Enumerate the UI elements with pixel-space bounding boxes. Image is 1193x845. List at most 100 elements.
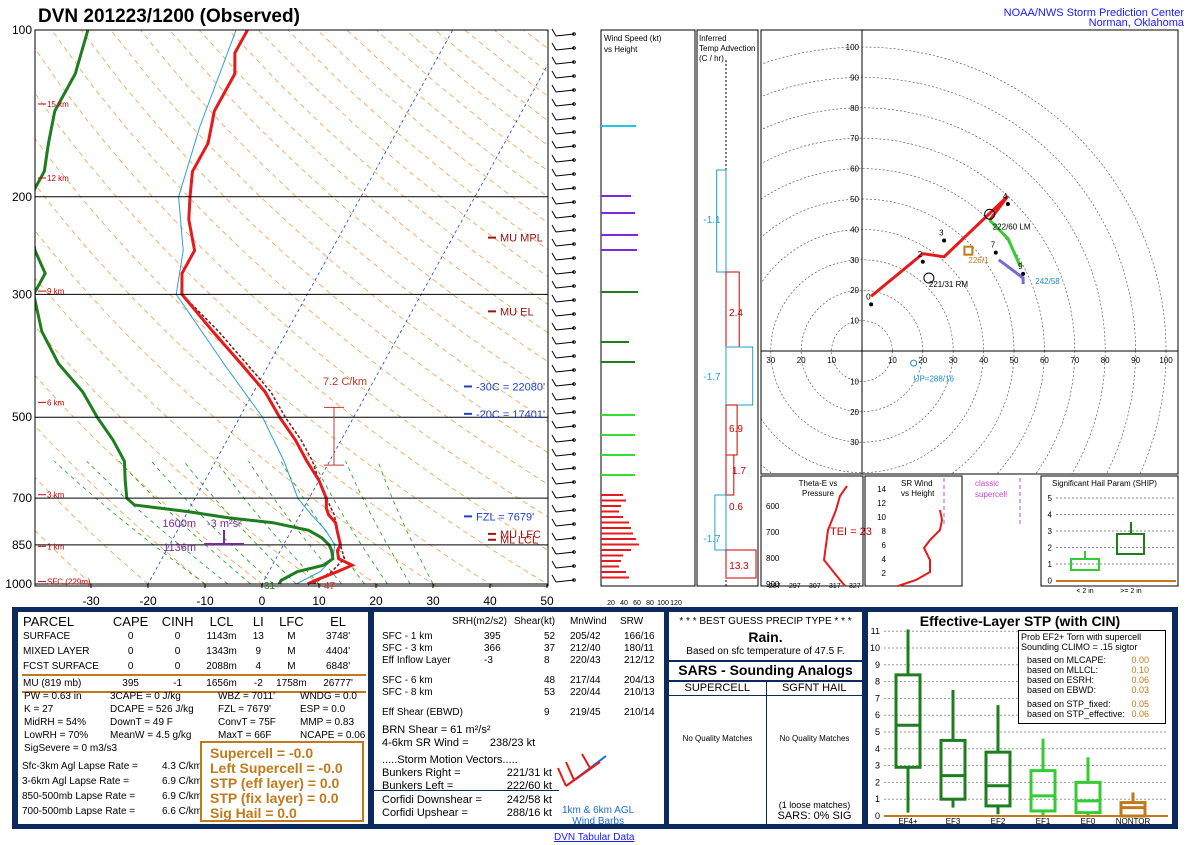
parcel-cell: 26777'	[310, 674, 366, 693]
pressure-label: 850	[12, 538, 32, 552]
wind-barb	[551, 154, 576, 163]
parcel-header: LI	[252, 614, 264, 629]
hodograph-x-label: 30	[949, 356, 958, 365]
stp-y-label: 6	[875, 710, 880, 720]
parcel-cell: -1	[156, 674, 200, 693]
wind-barb-icon	[557, 753, 607, 787]
skewt-annotation: FZL = 7679'	[476, 511, 534, 523]
stp-y-label: 1	[875, 794, 880, 804]
wind-barb	[551, 392, 576, 401]
kinematics-shear: 48	[544, 675, 556, 686]
hodograph-y-label: 30	[850, 438, 859, 447]
dry-adiabat	[198, 30, 548, 334]
parcel-row: MU (819 mb) 395 -1 1656m -2 1758m 26777'	[22, 674, 366, 693]
temp-advection-bar	[725, 549, 757, 579]
dry-adiabat	[35, 325, 323, 586]
theta-e-tei: TEI = 23	[830, 526, 872, 538]
hodograph-y-label: 20	[850, 286, 859, 295]
dry-adiabat	[51, 30, 548, 485]
dry-adiabat	[80, 30, 548, 454]
wind-speed-title: Wind Speed (kt)	[604, 34, 662, 43]
dry-adiabat	[35, 425, 209, 586]
theta-e-y-label: 700	[766, 528, 780, 537]
corfidi-down-value: 242/58 kt	[506, 794, 552, 806]
parcel-header: CINH	[161, 614, 194, 629]
severe-index: STP (eff layer) = 0.0	[210, 775, 340, 791]
hodograph-y-label: 10	[850, 317, 859, 326]
sr-wind-y-label: 2	[882, 569, 887, 578]
kinematics-header: MnWind	[570, 616, 607, 627]
stp-prob-value: 0.06	[1131, 709, 1149, 719]
sr-wind-y-label: 8	[882, 527, 887, 536]
wind-speed-tick: 40	[620, 600, 628, 607]
sars-hail-result: No Quality Matches	[779, 734, 850, 743]
agency-line-1: NOAA/NWS Storm Prediction Center	[1004, 7, 1185, 19]
stp-y-label: 5	[875, 727, 880, 737]
ship-category: >= 2 in	[1120, 588, 1142, 595]
temp-advection-title: (C / hr)	[699, 54, 724, 63]
hodograph-label: 222/60 LM	[993, 222, 1031, 231]
parcel-stat: MaxT = 66F	[218, 730, 272, 741]
wind-barb	[551, 546, 576, 555]
theta-e-x-label: 297	[789, 583, 801, 590]
parcel-stat: DCAPE = 526 J/kg	[110, 704, 194, 715]
dry-adiabat	[35, 277, 380, 586]
wind-barb	[551, 140, 576, 149]
kinematics-shear: 52	[544, 631, 556, 642]
stp-category: EF1	[1036, 817, 1051, 824]
hodograph-height-label: 4	[1003, 192, 1008, 201]
eff-inflow-srh: -3 m²s²	[207, 518, 242, 530]
parcel-cell: MU (819 mb)	[22, 674, 106, 693]
theta-e-frame	[760, 475, 864, 587]
ship-title: Significant Hail Param (SHIP)	[1052, 479, 1157, 488]
pressure-label: 700	[12, 491, 32, 505]
skewt-annotation: -20C = 17401'	[476, 409, 545, 421]
sars-supercell-header: SUPERCELL	[669, 682, 767, 695]
kinematics-mnwind: 220/44	[570, 687, 601, 698]
dry-adiabat	[169, 30, 548, 363]
upshear-marker	[910, 359, 918, 367]
stp-category: EF2	[991, 817, 1006, 824]
wind-barb	[551, 462, 576, 471]
wind-barb	[551, 574, 576, 583]
skewt-profiles	[35, 30, 356, 586]
temp-advection-title: Inferred	[699, 34, 727, 43]
hodograph-height-dot	[993, 250, 998, 255]
sfc-temp-label: 47	[324, 581, 336, 592]
precip-type: Rain.	[748, 629, 783, 645]
ship-y-label: 5	[1048, 494, 1053, 503]
wind-barb	[551, 378, 576, 387]
moist-adiabat	[86, 460, 229, 585]
parcel-header: LCL	[209, 614, 234, 629]
wind-barb	[551, 98, 576, 107]
temp-advection-title: Temp Advection	[699, 44, 755, 53]
parcel-cell: M	[287, 646, 296, 657]
sr-wind-value: 238/23 kt	[489, 737, 536, 749]
kinematics-mnwind: 219/45	[570, 707, 601, 718]
ship-y-label: 0	[1048, 577, 1053, 586]
wind-barb	[551, 294, 576, 303]
stp-y-label: 9	[875, 660, 880, 670]
agency-line-2: Norman, Oklahoma	[1089, 17, 1185, 29]
tabular-data-link[interactable]: DVN Tabular Data	[554, 832, 635, 843]
sars-footer: SARS: 0% SIG	[777, 810, 852, 822]
precip-title: * * * BEST GUESS PRECIP TYPE * * *	[679, 616, 852, 627]
wind-speed-tick: 120	[670, 600, 682, 607]
right-mover-marker	[923, 272, 935, 284]
wind-barb	[551, 532, 576, 541]
stp-category: EF3	[946, 817, 961, 824]
precip-note: Based on sfc temperature of 47.5 F.	[686, 646, 845, 657]
parcel-cell: SURFACE	[23, 631, 71, 642]
theta-e-y-label: 600	[766, 502, 780, 511]
kinematics-layer: SFC - 3 km	[382, 643, 433, 654]
pressure-label: 200	[12, 190, 32, 204]
severe-index: Sig Hail = 0.0	[210, 805, 297, 821]
parcel-cell: 4	[255, 661, 262, 672]
hodograph-y-label: 20	[850, 408, 859, 417]
kinematics-mnwind: 217/44	[570, 675, 601, 686]
moist-adiabat	[118, 460, 251, 585]
kinematics-mnwind: 220/43	[570, 655, 601, 666]
temp-tick-label: 40	[483, 594, 497, 607]
kinematics-row: SFC - 3 km 366 37 212/40 180/11	[374, 642, 664, 655]
horizontal-divider	[374, 790, 559, 791]
